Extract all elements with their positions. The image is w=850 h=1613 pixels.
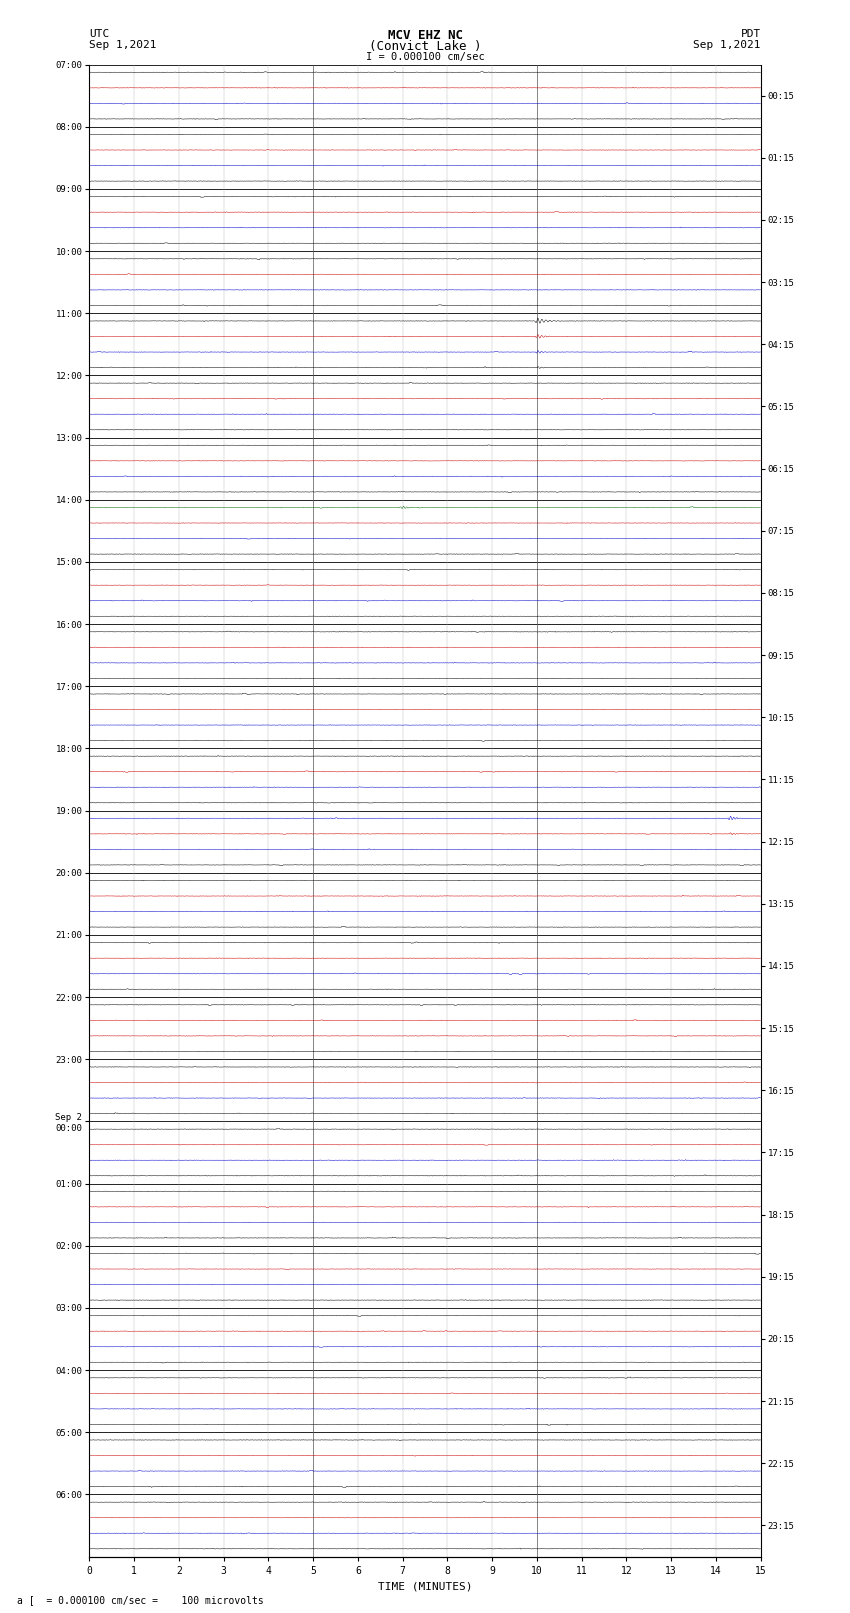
Text: a [  = 0.000100 cm/sec =    100 microvolts: a [ = 0.000100 cm/sec = 100 microvolts (17, 1595, 264, 1605)
Text: PDT: PDT (740, 29, 761, 39)
Text: UTC: UTC (89, 29, 110, 39)
Text: Sep 1,2021: Sep 1,2021 (89, 40, 156, 50)
Text: Sep 1,2021: Sep 1,2021 (694, 40, 761, 50)
Text: I = 0.000100 cm/sec: I = 0.000100 cm/sec (366, 52, 484, 61)
X-axis label: TIME (MINUTES): TIME (MINUTES) (377, 1581, 473, 1590)
Text: (Convict Lake ): (Convict Lake ) (369, 40, 481, 53)
Text: MCV EHZ NC: MCV EHZ NC (388, 29, 462, 42)
